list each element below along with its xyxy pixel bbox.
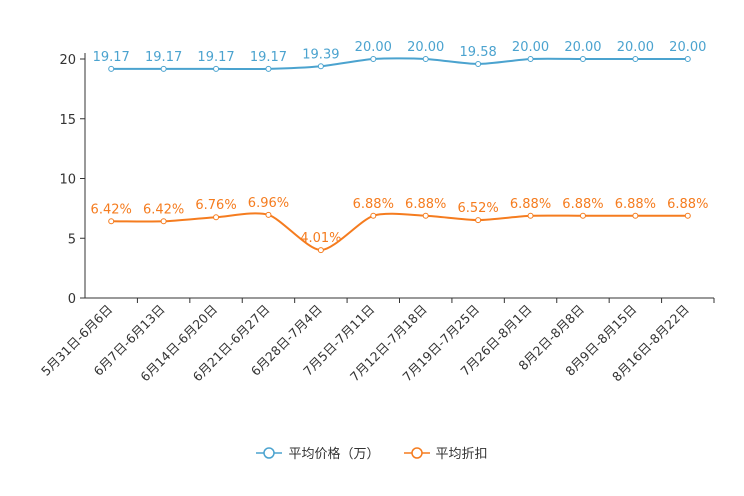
- data-label: 20.00: [512, 40, 549, 55]
- data-label: 6.88%: [562, 197, 603, 212]
- data-label: 6.88%: [353, 197, 394, 212]
- data-point: [632, 56, 639, 62]
- data-point: [579, 212, 586, 219]
- data-point: [684, 56, 691, 62]
- data-label: 6.88%: [667, 197, 708, 212]
- data-point: [213, 214, 220, 221]
- y-tick-label: 20: [59, 53, 76, 68]
- data-label: 6.88%: [615, 197, 656, 212]
- data-point: [527, 56, 534, 62]
- data-label: 19.17: [250, 50, 287, 65]
- legend-label-price: 平均价格（万）: [288, 447, 380, 462]
- data-label: 6.88%: [510, 197, 551, 212]
- data-label: 6.42%: [143, 202, 184, 217]
- data-label: 20.00: [669, 40, 706, 55]
- data-point: [265, 65, 272, 72]
- data-point: [370, 212, 377, 219]
- y-tick-label: 0: [68, 292, 76, 307]
- y-tick-label: 5: [68, 232, 76, 247]
- data-point: [579, 56, 586, 62]
- data-label: 6.96%: [248, 196, 289, 211]
- data-point: [317, 63, 324, 70]
- data-label: 20.00: [407, 40, 444, 55]
- data-point: [160, 65, 167, 72]
- data-label: 20.00: [617, 40, 654, 55]
- data-point: [370, 56, 377, 62]
- data-point: [108, 65, 115, 72]
- data-point: [632, 212, 639, 219]
- series-line-1: [111, 212, 688, 252]
- y-tick-label: 10: [59, 173, 76, 188]
- legend-item-price[interactable]: 平均价格（万）: [256, 443, 380, 462]
- data-point: [108, 218, 115, 225]
- legend-label-discount: 平均折扣: [435, 447, 488, 462]
- legend-item-discount[interactable]: 平均折扣: [403, 443, 488, 462]
- series-line-0: [111, 57, 688, 71]
- legend-discount-marker-icon: [403, 446, 430, 459]
- data-point: [684, 212, 691, 219]
- data-label: 6.76%: [195, 198, 236, 213]
- data-label: 19.39: [302, 47, 339, 62]
- data-label: 19.17: [197, 50, 234, 65]
- data-label: 20.00: [564, 40, 601, 55]
- legend: 平均价格（万） 平均折扣: [0, 443, 744, 462]
- data-point: [265, 211, 272, 218]
- data-point: [317, 247, 324, 254]
- data-label: 6.88%: [405, 197, 446, 212]
- data-point: [527, 212, 534, 219]
- data-point: [160, 218, 167, 225]
- data-label: 19.17: [145, 50, 182, 65]
- data-point: [422, 56, 429, 62]
- data-label: 4.01%: [300, 231, 341, 246]
- data-point: [475, 61, 482, 68]
- data-point: [475, 217, 482, 224]
- data-label: 19.58: [460, 45, 497, 60]
- data-label: 19.17: [93, 50, 130, 65]
- y-tick-label: 15: [59, 113, 76, 128]
- data-label: 6.42%: [91, 202, 132, 217]
- data-point: [213, 65, 220, 72]
- data-label: 6.52%: [457, 201, 498, 216]
- legend-price-marker-icon: [256, 446, 283, 459]
- data-point: [422, 212, 429, 219]
- data-label: 20.00: [355, 40, 392, 55]
